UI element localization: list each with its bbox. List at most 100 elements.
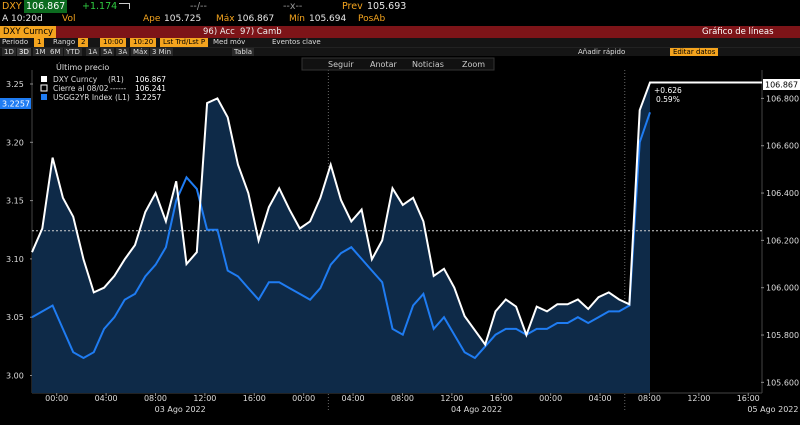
right-last-tag: 106.867 bbox=[763, 79, 800, 90]
x-tick-label: 00:00 bbox=[45, 394, 68, 403]
bid-ask: --/-- bbox=[190, 1, 207, 12]
actions-menu[interactable]: 96) Acc bbox=[203, 27, 235, 37]
range-button-3a[interactable]: 3A bbox=[116, 48, 130, 57]
posab-label: PosAb bbox=[358, 14, 386, 24]
x-tick-label: 08:00 bbox=[144, 394, 167, 403]
chart-legend: Último precio DXY Curncy (R1) 106.867 Ci… bbox=[36, 61, 166, 106]
legend-label-dxy: DXY Curncy bbox=[53, 75, 98, 84]
left-tick-label: 3.10 bbox=[6, 255, 24, 264]
x-tick-label: 00:00 bbox=[539, 394, 562, 403]
left-last-value: 3.2257 bbox=[2, 100, 30, 109]
sparkline-icon bbox=[119, 3, 130, 9]
open-value: 105.725 bbox=[164, 14, 202, 24]
x-tick-label: 12:00 bbox=[687, 394, 710, 403]
size: --x-- bbox=[283, 1, 303, 12]
zoom-button[interactable]: Zoom bbox=[462, 60, 485, 69]
change-menu[interactable]: 97) Camb bbox=[240, 27, 282, 37]
left-last-tag: 3.2257 bbox=[0, 98, 31, 109]
price-field-select[interactable]: Lst Trd/Lst P bbox=[160, 38, 209, 47]
high-value: 106.867 bbox=[237, 14, 275, 24]
x-tick-label: 00:00 bbox=[292, 394, 315, 403]
key-events-option[interactable]: Eventos clave bbox=[272, 38, 321, 46]
right-tick-label: 105.600 bbox=[766, 378, 799, 387]
price-chart[interactable]: 3.25 3.20 3.15 3.10 3.05 3.00 106.800 106.600 10… bbox=[0, 56, 800, 425]
x-tick-label: 04:00 bbox=[589, 394, 612, 403]
prev-value: 105.693 bbox=[367, 1, 407, 12]
range-button-1m[interactable]: 1M bbox=[33, 48, 48, 57]
change-pct: 0.59% bbox=[656, 95, 680, 104]
chart-type-title: Gráfico de líneas bbox=[702, 27, 774, 37]
x-tick-label: 04:00 bbox=[342, 394, 365, 403]
x-tick-label: 08:00 bbox=[638, 394, 661, 403]
table-button[interactable]: Tabla bbox=[232, 48, 255, 57]
range-button-1a[interactable]: 1A bbox=[86, 48, 100, 57]
x-tick-label: 12:00 bbox=[193, 394, 216, 403]
edit-data-button[interactable]: Editar datos bbox=[670, 48, 719, 57]
time-to-input[interactable]: 10:20 bbox=[130, 38, 157, 47]
quote-detail: A 10:20d Vol Ape 105.725 Máx 106.867 Mín… bbox=[0, 13, 800, 25]
right-tick-label: 106.200 bbox=[766, 236, 799, 245]
legend-value-close: 106.241 bbox=[135, 84, 166, 93]
date-label: 03 Ago 2022 bbox=[155, 405, 206, 414]
x-tick-label: 16:00 bbox=[243, 394, 266, 403]
overlay-toolbar: Seguir Anotar Noticias Zoom bbox=[301, 57, 495, 71]
quote-header: DXY 106.867 +1.174 --/-- --x-- Prev 105.… bbox=[0, 0, 800, 13]
legend-value-dxy: 106.867 bbox=[135, 75, 166, 84]
right-tick-label: 106.800 bbox=[766, 94, 799, 103]
range-button-5a[interactable]: 5A bbox=[101, 48, 115, 57]
legend-axis-dxy: (R1) bbox=[108, 75, 124, 84]
left-tick-label: 3.00 bbox=[6, 372, 24, 381]
annotate-button[interactable]: Anotar bbox=[370, 60, 397, 69]
legend-axis-usgg: (L1) bbox=[115, 93, 130, 102]
last-price: 106.867 bbox=[24, 0, 68, 13]
legend-title: Último precio bbox=[56, 61, 109, 72]
dxy-area bbox=[32, 82, 650, 393]
open-label: Ape bbox=[143, 14, 161, 24]
range-button-1d[interactable]: 1D bbox=[2, 48, 16, 57]
change-abs: +0.626 bbox=[654, 86, 682, 95]
right-last-value: 106.867 bbox=[765, 81, 798, 90]
left-tick-label: 3.20 bbox=[6, 138, 24, 147]
volume-label: Vol bbox=[62, 14, 76, 24]
left-tick-label: 3.05 bbox=[6, 313, 24, 322]
moving-avg-option[interactable]: Med móv bbox=[213, 38, 246, 46]
range-button-6m[interactable]: 6M bbox=[48, 48, 63, 57]
frequency-select[interactable]: 3 Min bbox=[150, 48, 174, 57]
x-tick-label: 12:00 bbox=[440, 394, 463, 403]
date-label: 05 Ago 2022 bbox=[747, 405, 798, 414]
legend-label-close: Cierre al 08/02 bbox=[53, 84, 109, 93]
function-menubar: DXY Curncy 96) Acc 97) Camb Gráfico de l… bbox=[0, 26, 800, 38]
quote-time: A 10:20d bbox=[2, 14, 43, 24]
x-tick-label: 04:00 bbox=[95, 394, 118, 403]
follow-label: Seguir bbox=[328, 60, 354, 69]
legend-axis-close: ------ bbox=[110, 84, 127, 93]
left-tick-label: 3.25 bbox=[6, 80, 24, 89]
ticker-label: DXY bbox=[2, 1, 22, 12]
left-tick-label: 3.15 bbox=[6, 197, 24, 206]
range-button-max[interactable]: Máx bbox=[131, 48, 150, 57]
range-button-ytd[interactable]: YTD bbox=[64, 48, 82, 57]
axis-ticks: 3.25 3.20 3.15 3.10 3.05 3.00 106.800 106.600 10… bbox=[6, 80, 799, 414]
range-button-3d[interactable]: 3D bbox=[17, 48, 31, 57]
range-bar: 1D 3D 1M 6M YTD 1A 5A 3A Máx 3 Min Tabla… bbox=[0, 47, 800, 106]
low-label: Mín bbox=[289, 14, 305, 24]
legend-swatch-close bbox=[40, 84, 48, 92]
period-select[interactable]: 1 bbox=[34, 38, 45, 47]
low-value: 105.694 bbox=[309, 14, 347, 24]
time-from-input[interactable]: 10:00 bbox=[100, 38, 127, 47]
date-label: 04 Ago 2022 bbox=[451, 405, 502, 414]
quick-add-button[interactable]: Añadir rápido bbox=[578, 48, 626, 56]
legend-value-usgg: 3.2257 bbox=[135, 93, 161, 102]
legend-swatch-dxy bbox=[41, 76, 47, 82]
range-select[interactable]: 2 bbox=[78, 38, 89, 47]
right-tick-label: 106.000 bbox=[766, 284, 799, 293]
x-tick-label: 08:00 bbox=[391, 394, 414, 403]
legend-label-usgg: USGG2YR Index bbox=[53, 93, 113, 102]
x-tick-label: 16:00 bbox=[737, 394, 760, 403]
period-label: Periodo bbox=[2, 38, 29, 46]
news-button[interactable]: Noticias bbox=[412, 60, 444, 69]
x-tick-label: 16:00 bbox=[490, 394, 513, 403]
change-annotation: +0.626 0.59% bbox=[654, 86, 682, 104]
security-field[interactable]: DXY Curncy bbox=[0, 26, 57, 38]
usgg2yr-line bbox=[31, 111, 651, 360]
